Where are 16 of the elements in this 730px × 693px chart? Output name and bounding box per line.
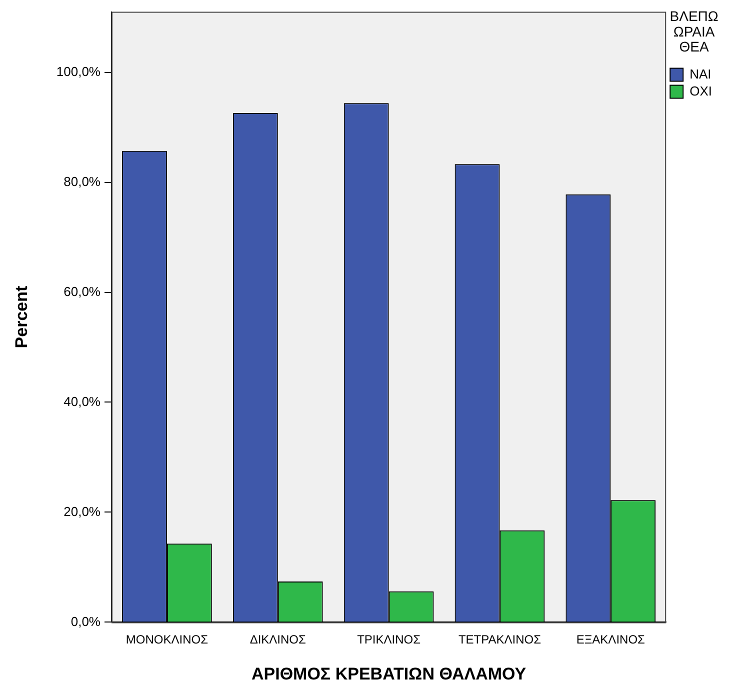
- legend-label: ΟΧΙ: [690, 83, 712, 98]
- x-tick-label: ΤΕΤΡΑΚΛΙΝΟΣ: [458, 632, 541, 647]
- x-tick-label: ΜΟΝΟΚΛΙΝΟΣ: [126, 632, 208, 647]
- y-tick-label: 40,0%: [64, 394, 101, 409]
- x-axis-title: ΑΡΙΘΜΟΣ ΚΡΕΒΑΤΙΩΝ ΘΑΛΑΜΟΥ: [251, 664, 527, 684]
- x-tick-label: ΔΙΚΛΙΝΟΣ: [250, 632, 306, 647]
- y-tick-label: 0,0%: [70, 614, 101, 629]
- legend-title: ΒΛΕΠΩ ΩΡΑΙΑ ΘΕΑ: [670, 8, 718, 55]
- x-tick-label: ΤΡΙΚΛΙΝΟΣ: [357, 632, 421, 647]
- legend-label: ΝΑΙ: [690, 66, 712, 82]
- y-axis-title: Percent: [12, 285, 31, 348]
- y-tick-label: 80,0%: [64, 174, 101, 189]
- x-tick-label: ΕΞΑΚΛΙΝΟΣ: [576, 632, 645, 647]
- y-tick-label: 60,0%: [64, 284, 101, 299]
- y-tick-label: 20,0%: [64, 504, 101, 519]
- y-tick-label: 100,0%: [56, 64, 101, 79]
